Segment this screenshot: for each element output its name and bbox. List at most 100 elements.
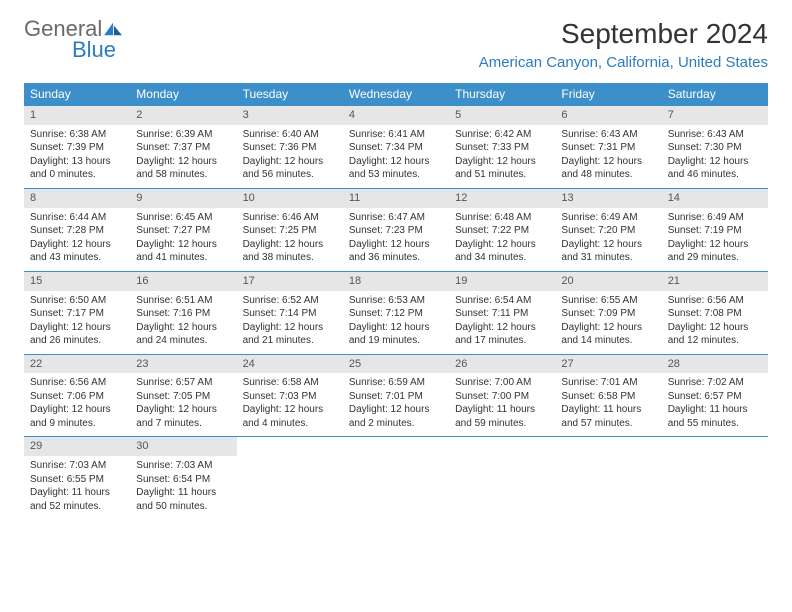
sunrise-text: Sunrise: 6:49 AM [668, 211, 762, 225]
daylight-text: Daylight: 12 hours and 9 minutes. [30, 403, 124, 430]
day-cell: 9Sunrise: 6:45 AMSunset: 7:27 PMDaylight… [130, 188, 236, 271]
sunset-text: Sunset: 7:27 PM [136, 224, 230, 238]
daylight-text: Daylight: 12 hours and 29 minutes. [668, 238, 762, 265]
day-cell: 24Sunrise: 6:58 AMSunset: 7:03 PMDayligh… [237, 354, 343, 437]
day-content: Sunrise: 6:43 AMSunset: 7:31 PMDaylight:… [555, 125, 661, 188]
day-cell [449, 436, 555, 519]
sunrise-text: Sunrise: 6:59 AM [349, 376, 443, 390]
day-content: Sunrise: 6:45 AMSunset: 7:27 PMDaylight:… [130, 208, 236, 271]
daylight-text: Daylight: 12 hours and 34 minutes. [455, 238, 549, 265]
day-cell: 25Sunrise: 6:59 AMSunset: 7:01 PMDayligh… [343, 354, 449, 437]
sunrise-text: Sunrise: 6:43 AM [561, 128, 655, 142]
daylight-text: Daylight: 12 hours and 41 minutes. [136, 238, 230, 265]
sunset-text: Sunset: 6:58 PM [561, 390, 655, 404]
weekday-header: Saturday [662, 83, 768, 105]
day-number: 19 [449, 272, 555, 291]
weekday-header: Sunday [24, 83, 130, 105]
day-number: 12 [449, 189, 555, 208]
sunset-text: Sunset: 7:28 PM [30, 224, 124, 238]
sunset-text: Sunset: 7:00 PM [455, 390, 549, 404]
sunrise-text: Sunrise: 6:54 AM [455, 294, 549, 308]
sunrise-text: Sunrise: 6:38 AM [30, 128, 124, 142]
day-cell: 14 Sunrise: 6:49 AMSunset: 7:19 PMDayligh… [662, 188, 768, 271]
sunset-text: Sunset: 7:05 PM [136, 390, 230, 404]
week-row: 29Sunrise: 7:03 AMSunset: 6:55 PMDayligh… [24, 436, 768, 519]
day-content: Sunrise: 6:51 AMSunset: 7:16 PMDaylight:… [130, 291, 236, 354]
day-content: Sunrise: 6:58 AMSunset: 7:03 PMDaylight:… [237, 373, 343, 436]
sunrise-text: Sunrise: 7:00 AM [455, 376, 549, 390]
sail-icon [102, 21, 124, 37]
day-content: Sunrise: 7:03 AMSunset: 6:54 PMDaylight:… [130, 456, 236, 519]
day-cell: 12Sunrise: 6:48 AMSunset: 7:22 PMDayligh… [449, 188, 555, 271]
day-cell [343, 436, 449, 519]
sunrise-text: Sunrise: 6:45 AM [136, 211, 230, 225]
day-content: Sunrise: 6:57 AMSunset: 7:05 PMDaylight:… [130, 373, 236, 436]
sunset-text: Sunset: 6:57 PM [668, 390, 762, 404]
sunset-text: Sunset: 7:16 PM [136, 307, 230, 321]
day-number: 16 [130, 272, 236, 291]
sunrise-text: Sunrise: 6:56 AM [668, 294, 762, 308]
day-number: 29 [24, 437, 130, 456]
sunrise-text: Sunrise: 6:41 AM [349, 128, 443, 142]
calendar: Sunday Monday Tuesday Wednesday Thursday… [24, 83, 768, 519]
day-content: Sunrise: 7:02 AMSunset: 6:57 PMDaylight:… [662, 373, 768, 436]
day-content: Sunrise: 6:53 AMSunset: 7:12 PMDaylight:… [343, 291, 449, 354]
day-content: Sunrise: 6:47 AMSunset: 7:23 PMDaylight:… [343, 208, 449, 271]
daylight-text: Daylight: 11 hours and 57 minutes. [561, 403, 655, 430]
day-number: 7 [662, 106, 768, 125]
day-content: Sunrise: 6:40 AMSunset: 7:36 PMDaylight:… [237, 125, 343, 188]
sunrise-text: Sunrise: 6:51 AM [136, 294, 230, 308]
day-content: Sunrise: 6:43 AMSunset: 7:30 PMDaylight:… [662, 125, 768, 188]
day-cell: 29Sunrise: 7:03 AMSunset: 6:55 PMDayligh… [24, 436, 130, 519]
day-cell: 8Sunrise: 6:44 AMSunset: 7:28 PMDaylight… [24, 188, 130, 271]
month-title: September 2024 [479, 18, 768, 50]
day-cell: 5Sunrise: 6:42 AMSunset: 7:33 PMDaylight… [449, 105, 555, 188]
day-content: Sunrise: 7:03 AMSunset: 6:55 PMDaylight:… [24, 456, 130, 519]
day-number: 11 [343, 189, 449, 208]
day-content: Sunrise: 6:41 AMSunset: 7:34 PMDaylight:… [343, 125, 449, 188]
sunset-text: Sunset: 7:20 PM [561, 224, 655, 238]
daylight-text: Daylight: 12 hours and 51 minutes. [455, 155, 549, 182]
daylight-text: Daylight: 11 hours and 52 minutes. [30, 486, 124, 513]
week-row: 15Sunrise: 6:50 AMSunset: 7:17 PMDayligh… [24, 271, 768, 354]
day-number: 18 [343, 272, 449, 291]
sunset-text: Sunset: 6:54 PM [136, 473, 230, 487]
day-content: Sunrise: 6:49 AMSunset: 7:20 PMDaylight:… [555, 208, 661, 271]
day-content: Sunrise: 6:56 AMSunset: 7:06 PMDaylight:… [24, 373, 130, 436]
day-number: 23 [130, 355, 236, 374]
sunset-text: Sunset: 7:31 PM [561, 141, 655, 155]
sunrise-text: Sunrise: 6:56 AM [30, 376, 124, 390]
day-number: 14 [662, 189, 768, 208]
sunset-text: Sunset: 7:19 PM [668, 224, 762, 238]
day-number: 3 [237, 106, 343, 125]
day-cell: 11Sunrise: 6:47 AMSunset: 7:23 PMDayligh… [343, 188, 449, 271]
day-content: Sunrise: 6:52 AMSunset: 7:14 PMDaylight:… [237, 291, 343, 354]
week-row: 22Sunrise: 6:56 AMSunset: 7:06 PMDayligh… [24, 354, 768, 437]
daylight-text: Daylight: 12 hours and 36 minutes. [349, 238, 443, 265]
sunrise-text: Sunrise: 6:46 AM [243, 211, 337, 225]
day-cell: 19Sunrise: 6:54 AMSunset: 7:11 PMDayligh… [449, 271, 555, 354]
daylight-text: Daylight: 12 hours and 4 minutes. [243, 403, 337, 430]
weekday-header: Thursday [449, 83, 555, 105]
day-cell: 26Sunrise: 7:00 AMSunset: 7:00 PMDayligh… [449, 354, 555, 437]
title-block: September 2024 American Canyon, Californ… [479, 18, 768, 71]
day-content: Sunrise: 6:44 AMSunset: 7:28 PMDaylight:… [24, 208, 130, 271]
daylight-text: Daylight: 12 hours and 26 minutes. [30, 321, 124, 348]
day-number: 2 [130, 106, 236, 125]
daylight-text: Daylight: 12 hours and 38 minutes. [243, 238, 337, 265]
day-cell: 6Sunrise: 6:43 AMSunset: 7:31 PMDaylight… [555, 105, 661, 188]
day-cell: 2Sunrise: 6:39 AMSunset: 7:37 PMDaylight… [130, 105, 236, 188]
week-row: 1Sunrise: 6:38 AMSunset: 7:39 PMDaylight… [24, 105, 768, 188]
day-number: 30 [130, 437, 236, 456]
sunset-text: Sunset: 7:25 PM [243, 224, 337, 238]
day-number: 27 [555, 355, 661, 374]
day-number: 8 [24, 189, 130, 208]
day-cell: 4Sunrise: 6:41 AMSunset: 7:34 PMDaylight… [343, 105, 449, 188]
daylight-text: Daylight: 12 hours and 31 minutes. [561, 238, 655, 265]
daylight-text: Daylight: 12 hours and 24 minutes. [136, 321, 230, 348]
sunrise-text: Sunrise: 6:39 AM [136, 128, 230, 142]
daylight-text: Daylight: 12 hours and 43 minutes. [30, 238, 124, 265]
day-cell: 16Sunrise: 6:51 AMSunset: 7:16 PMDayligh… [130, 271, 236, 354]
day-number: 9 [130, 189, 236, 208]
day-number: 15 [24, 272, 130, 291]
